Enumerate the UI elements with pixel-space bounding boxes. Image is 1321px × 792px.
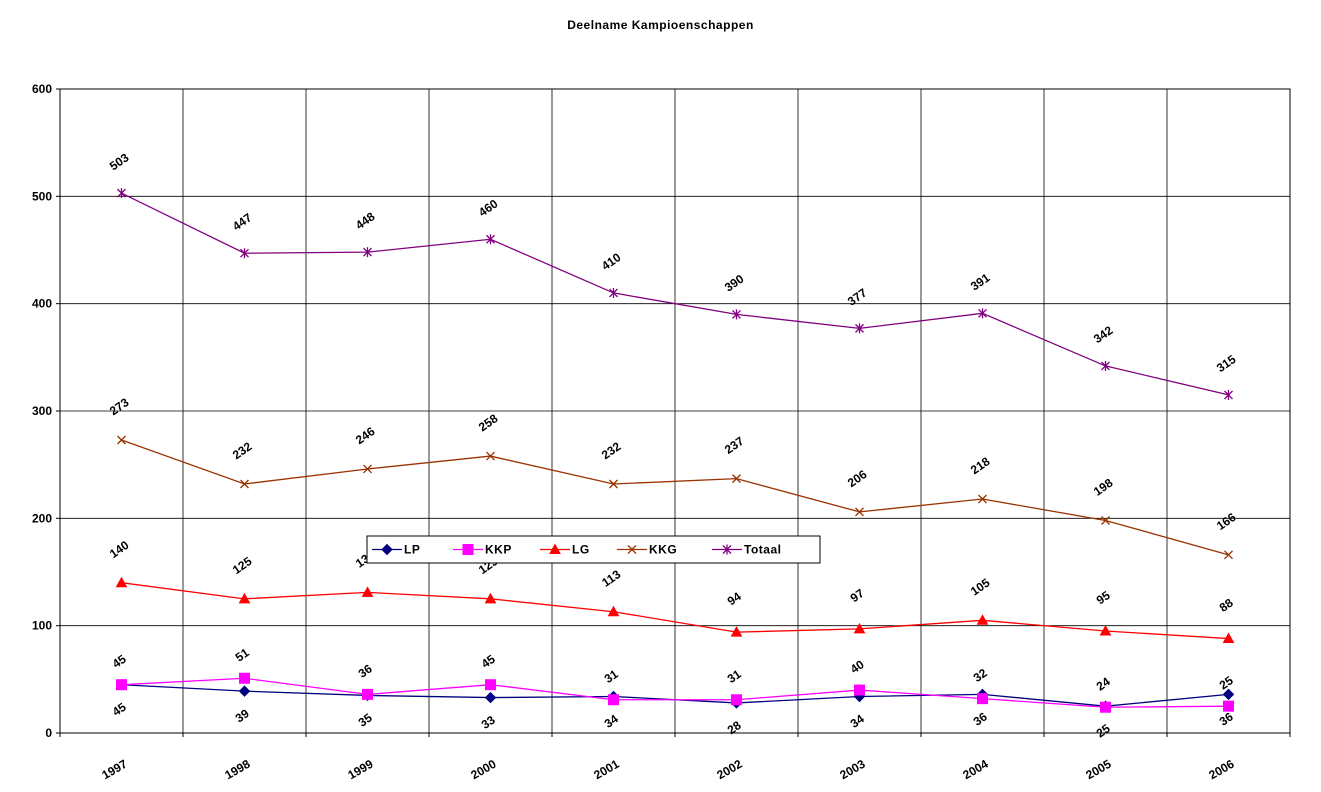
point-kkp <box>116 679 127 691</box>
point-totaal <box>609 287 618 298</box>
y-tick-label: 400 <box>32 297 52 311</box>
point-lg <box>361 586 374 597</box>
x-tick-label: 1997 <box>99 757 129 783</box>
x-tick-label: 1999 <box>345 757 375 783</box>
point-lg <box>115 576 128 588</box>
y-tick-label: 600 <box>32 82 52 96</box>
point-kkp <box>1223 700 1234 712</box>
legend-label-lg: LG <box>572 543 590 557</box>
point-lg <box>607 605 620 617</box>
point-kkg <box>1224 550 1233 560</box>
x-tick-label: 2005 <box>1083 757 1113 783</box>
legend-marker-kkg <box>627 545 637 554</box>
x-tick-label: 1998 <box>222 757 252 783</box>
point-lg <box>976 614 989 625</box>
legend-marker-lp <box>381 543 393 556</box>
y-tick-label: 300 <box>32 404 52 418</box>
point-totaal <box>240 248 249 259</box>
x-tick-label: 2003 <box>837 757 867 783</box>
point-lg <box>853 622 866 634</box>
point-totaal <box>1224 389 1233 400</box>
point-kkg <box>732 474 741 484</box>
point-lg <box>730 626 743 637</box>
point-kkp <box>485 679 496 691</box>
chart-title: Deelname Kampioenschappen <box>567 18 754 32</box>
series-line-kkp <box>121 677 1229 708</box>
x-tick-label: 2004 <box>960 757 990 783</box>
x-tick-label: 2006 <box>1206 757 1236 783</box>
point-kkg <box>240 479 249 489</box>
point-kkg <box>1101 516 1110 525</box>
legend-label-kkp: KKP <box>485 543 512 557</box>
y-tick-label: 0 <box>45 726 52 740</box>
point-totaal <box>1101 360 1110 371</box>
legend-marker-lg <box>549 543 561 554</box>
legend-label-totaal: Totaal <box>744 543 781 557</box>
point-kkp <box>362 688 373 700</box>
point-lp <box>1222 688 1235 701</box>
point-kkp <box>239 672 250 684</box>
legend-marker-kkp <box>462 544 474 555</box>
point-totaal <box>732 309 741 320</box>
x-tick-label: 2000 <box>468 757 498 783</box>
y-tick-label: 200 <box>32 511 52 525</box>
legend-box <box>366 535 821 564</box>
point-kkp <box>608 694 619 706</box>
point-kkg <box>978 494 987 504</box>
point-lp <box>484 691 497 704</box>
point-totaal <box>363 247 372 258</box>
point-lg <box>484 592 497 604</box>
point-kkg <box>363 464 372 474</box>
point-kkp <box>1100 701 1111 713</box>
point-kkg <box>855 507 864 517</box>
series-line-kkg <box>121 439 1229 556</box>
y-tick-label: 500 <box>32 189 52 203</box>
point-lg <box>1222 632 1235 644</box>
legend-label-lp: LP <box>404 543 420 557</box>
series-line-totaal <box>121 192 1229 396</box>
legend-label-kkg: KKG <box>649 543 677 557</box>
point-totaal <box>978 308 987 319</box>
point-kkp <box>854 684 865 696</box>
y-tick-label: 100 <box>32 619 52 633</box>
point-totaal <box>855 323 864 334</box>
point-totaal <box>117 188 126 199</box>
legend-marker-totaal <box>722 544 732 555</box>
series-line-lg <box>121 582 1229 640</box>
point-lg <box>238 592 251 604</box>
point-lg <box>1099 625 1112 636</box>
point-kkg <box>486 451 495 461</box>
point-totaal <box>486 234 495 245</box>
x-tick-label: 2001 <box>591 757 621 783</box>
point-kkg <box>609 479 618 489</box>
point-lp <box>238 685 251 697</box>
point-kkp <box>731 694 742 706</box>
point-kkp <box>977 693 988 705</box>
point-kkg <box>117 435 126 445</box>
x-tick-label: 2002 <box>714 757 744 783</box>
